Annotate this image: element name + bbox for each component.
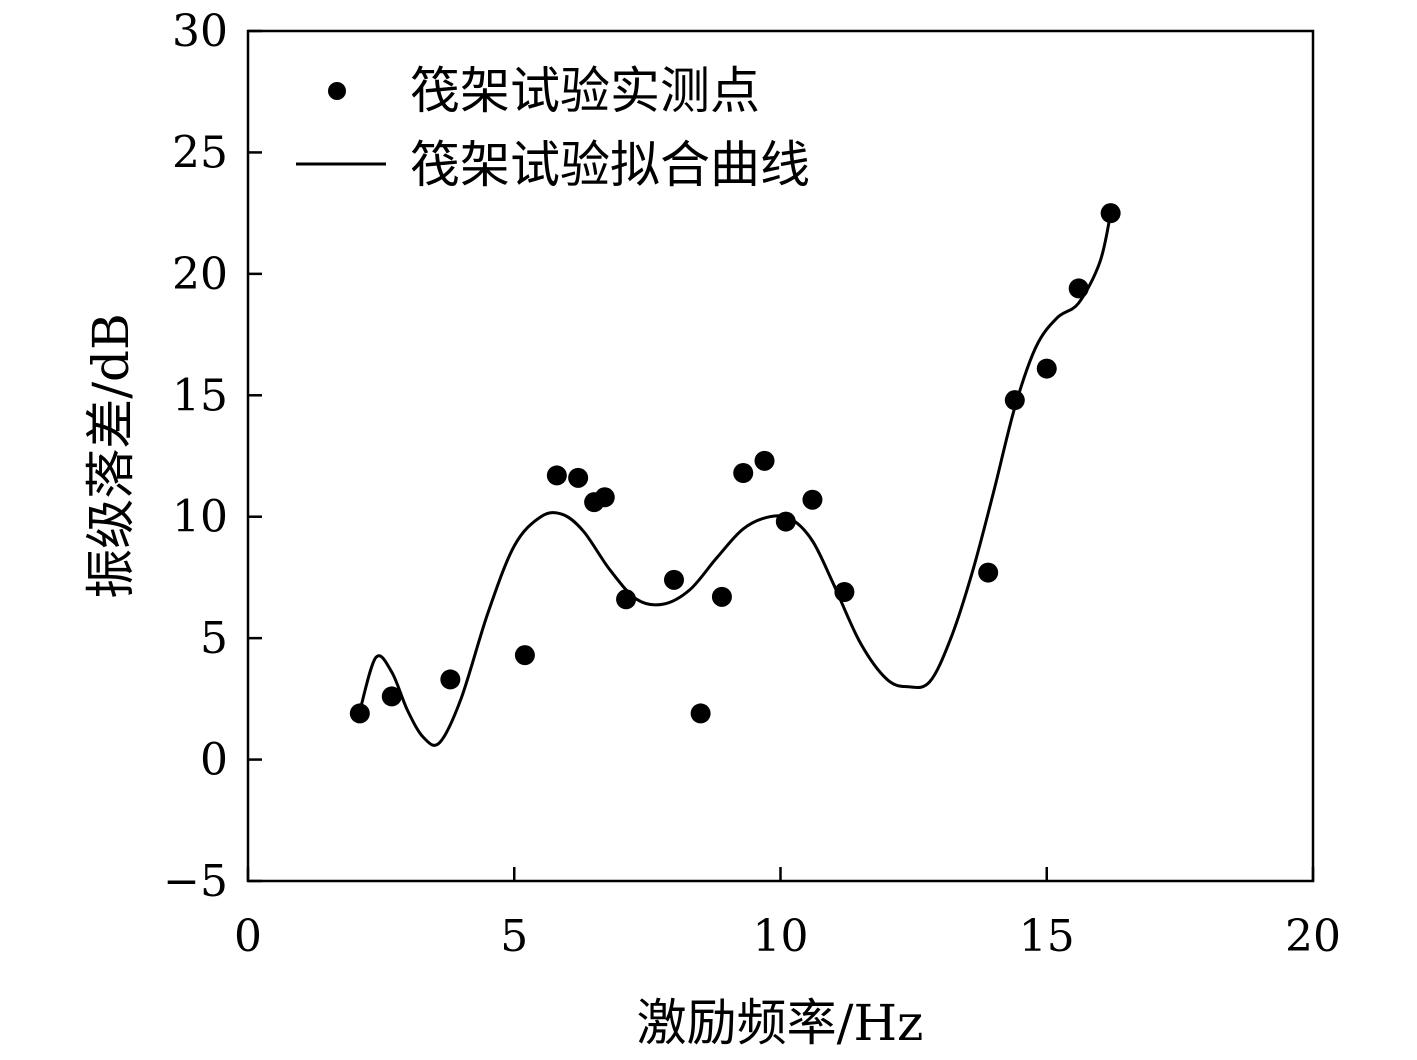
y-axis-label: 振级落差/dB (82, 313, 140, 599)
data-point (690, 703, 711, 724)
data-point (733, 463, 754, 483)
y-tick-label: 15 (172, 370, 228, 421)
axis-ticks (246, 29, 1315, 883)
x-tick-label: 20 (1285, 911, 1341, 962)
data-point (546, 465, 567, 486)
data-point (1036, 358, 1057, 379)
data-point (711, 586, 732, 607)
data-point (594, 487, 615, 508)
fit-curve (358, 212, 1113, 747)
data-point (834, 582, 855, 602)
data-point (1068, 278, 1089, 299)
x-tick-label: 5 (500, 911, 528, 962)
measured-points (349, 203, 1121, 724)
data-point (568, 467, 589, 488)
x-tick-label: 15 (1019, 911, 1075, 962)
y-tick-label: 0 (200, 735, 228, 786)
x-tick-labels: 0 5 10 15 20 (234, 911, 1341, 962)
x-tick-label: 0 (234, 911, 262, 962)
y-tick-label: 10 (172, 492, 228, 543)
data-point (802, 489, 823, 510)
x-axis-label: 激励频率/Hz (637, 994, 924, 1052)
data-point (440, 669, 461, 690)
legend: 筏架试验实测点 筏架试验拟合曲线 (296, 62, 810, 194)
legend-marker-scatter (328, 82, 346, 100)
legend-label-line: 筏架试验拟合曲线 (410, 136, 810, 194)
y-tick-label: 25 (172, 127, 228, 178)
data-point (514, 645, 535, 666)
y-tick-label: 30 (172, 6, 228, 57)
y-tick-label: 5 (200, 613, 228, 664)
data-point (1004, 390, 1025, 411)
data-point (349, 703, 370, 724)
data-point (754, 450, 775, 471)
legend-label-scatter: 筏架试验实测点 (410, 62, 760, 120)
data-point (775, 511, 796, 532)
x-tick-label: 10 (753, 911, 809, 962)
data-point (381, 686, 402, 707)
y-tick-label: −5 (163, 856, 228, 907)
data-point (978, 562, 999, 583)
data-point (1100, 203, 1121, 224)
data-point (616, 589, 637, 610)
data-point (664, 569, 684, 590)
y-tick-label: 20 (172, 249, 228, 300)
y-tick-labels: −5 0 5 10 15 20 25 30 (163, 6, 228, 907)
